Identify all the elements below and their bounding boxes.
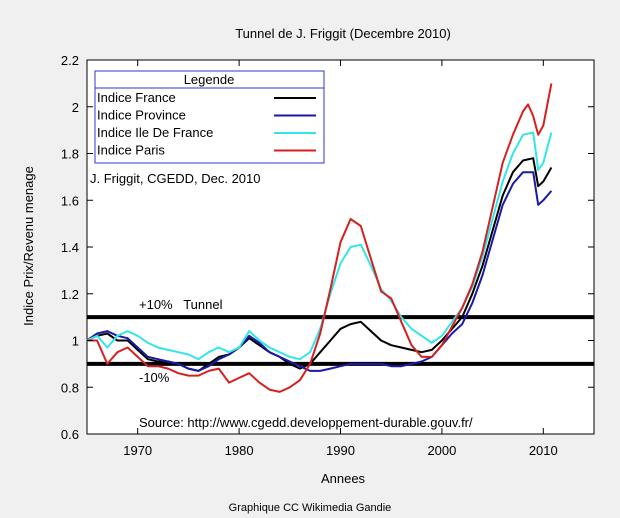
upper-band-label: +10% Tunnel [139, 297, 223, 312]
legend-title: Legende [184, 72, 235, 87]
series-line-indice-paris [87, 83, 553, 393]
x-tick-label: 1970 [123, 443, 152, 458]
legend-label-indice-ile-de-france: Indice Ile De France [97, 125, 213, 140]
legend-entries: Indice France Indice Province Indice Ile D… [97, 90, 316, 158]
x-tick-label: 1980 [225, 443, 254, 458]
x-tick-label: 2000 [427, 443, 456, 458]
y-tick-label: 2.2 [61, 53, 79, 68]
y-axis-label: Indice Prix/Revenu menage [21, 166, 36, 326]
legend-label-indice-france: Indice France [97, 90, 176, 105]
y-tick-label: 0.6 [61, 427, 79, 442]
tunnel-lines [87, 315, 594, 366]
legend-label-indice-province: Indice Province [97, 108, 186, 123]
y-tick-label: 1.2 [61, 287, 79, 302]
author-annotation: J. Friggit, CGEDD, Dec. 2010 [90, 171, 261, 186]
series-lines [86, 83, 553, 393]
y-tick-label: 1.6 [61, 193, 79, 208]
axis-ticks [87, 59, 594, 435]
x-tick-label: 2010 [529, 443, 558, 458]
chart-title: Tunnel de J. Friggit (Decembre 2010) [235, 26, 451, 41]
y-tick-label: 1.4 [61, 240, 79, 255]
footer-credit: Graphique CC Wikimedia Gandie [229, 502, 392, 514]
x-axis-label: Annees [321, 471, 366, 486]
x-tick-label: 1990 [326, 443, 355, 458]
y-tick-label: 0.8 [61, 380, 79, 395]
y-tick-label: 1 [72, 334, 79, 349]
source-annotation: Source: http://www.cgedd.developpement-d… [139, 415, 473, 430]
y-tick-label: 1.8 [61, 147, 79, 162]
legend-box [94, 70, 325, 164]
axis-tick-labels: 0.6 0.8 1 1.2 1.4 1.6 1.8 2 2.2 1970 1980 1990 2000 2… [61, 53, 558, 458]
legend-label-indice-paris: Indice Paris [97, 143, 165, 158]
y-tick-label: 2 [72, 100, 79, 115]
lower-band-label: -10% [139, 370, 170, 385]
series-line-indice-province [86, 171, 553, 372]
